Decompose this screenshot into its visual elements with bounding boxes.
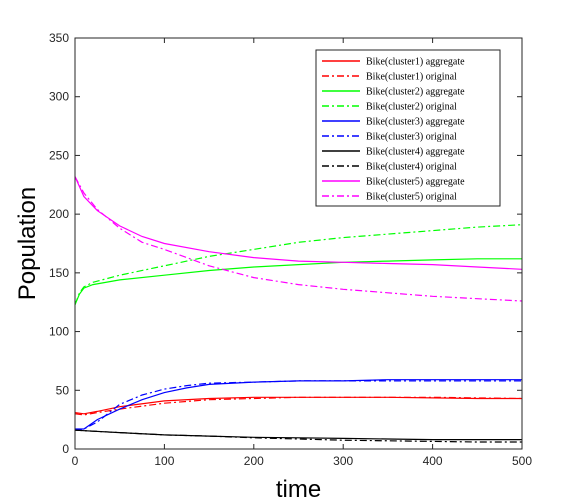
x-tick-label-400: 400 bbox=[423, 454, 443, 468]
series-line-10 bbox=[74, 176, 523, 302]
series-line-7 bbox=[74, 429, 522, 441]
y-tick-label-350: 350 bbox=[49, 31, 69, 45]
x-axis-label: time bbox=[276, 476, 321, 503]
y-tick-label-300: 300 bbox=[49, 90, 69, 104]
x-tick-label-300: 300 bbox=[333, 454, 353, 468]
legend-label-9: Bike(cluster5) aggregate bbox=[366, 177, 465, 188]
legend-label-10: Bike(cluster5) original bbox=[366, 192, 457, 203]
y-tick-label-250: 250 bbox=[49, 148, 69, 162]
legend-label-8: Bike(cluster4) original bbox=[366, 162, 457, 173]
x-tick-label-100: 100 bbox=[154, 454, 174, 468]
legend-box bbox=[315, 49, 501, 207]
legend-label-5: Bike(cluster3) aggregate bbox=[366, 117, 465, 128]
legend-label-4: Bike(cluster2) original bbox=[366, 102, 457, 113]
y-axis-label: Population bbox=[14, 187, 41, 300]
y-tick-label-200: 200 bbox=[49, 207, 69, 221]
y-tick-label-0: 0 bbox=[62, 442, 69, 456]
y-tick-label-50: 50 bbox=[56, 383, 70, 397]
y-tick-label-100: 100 bbox=[49, 325, 69, 339]
legend-label-1: Bike(cluster1) aggregate bbox=[366, 57, 465, 68]
axes-box bbox=[74, 37, 523, 450]
series-line-4 bbox=[74, 224, 523, 305]
axes-layer bbox=[74, 37, 523, 450]
y-tick-label-150: 150 bbox=[49, 266, 69, 280]
x-tick-label-500: 500 bbox=[512, 454, 532, 468]
series-line-3 bbox=[74, 258, 522, 305]
x-tick-label-0: 0 bbox=[72, 454, 79, 468]
series-layer bbox=[74, 176, 523, 443]
legend-label-6: Bike(cluster3) original bbox=[366, 132, 457, 143]
series-line-1 bbox=[74, 396, 522, 415]
legend: Bike(cluster1) aggregate Bike(cluster1) o… bbox=[315, 49, 501, 207]
legend-label-2: Bike(cluster1) original bbox=[366, 72, 457, 83]
ticks-layer: 0 100 200 300 400 500 0 50 100 150 200 250 300 350 bbox=[49, 31, 532, 468]
x-tick-label-200: 200 bbox=[244, 454, 264, 468]
series-line-6 bbox=[74, 380, 522, 431]
legend-label-7: Bike(cluster4) aggregate bbox=[366, 147, 465, 158]
legend-label-3: Bike(cluster2) aggregate bbox=[366, 87, 465, 98]
